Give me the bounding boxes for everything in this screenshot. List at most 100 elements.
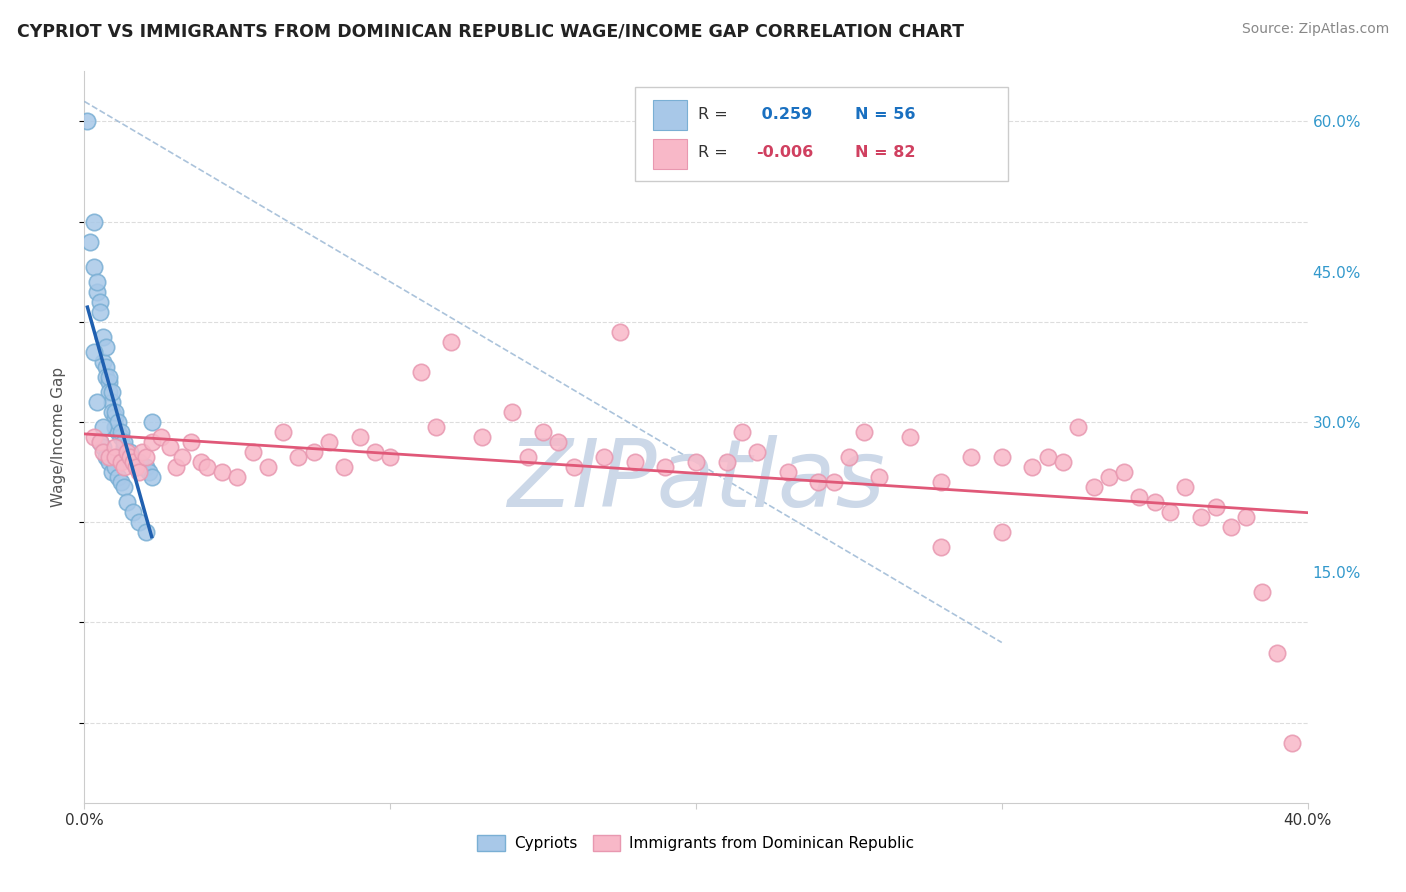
Point — [138, 465, 160, 479]
Point — [776, 465, 799, 479]
Point — [165, 460, 187, 475]
Point — [869, 470, 891, 484]
Point — [271, 425, 294, 439]
FancyBboxPatch shape — [654, 100, 688, 130]
Point — [1036, 450, 1059, 464]
Point — [1236, 510, 1258, 524]
Point — [257, 460, 280, 475]
Point — [991, 450, 1014, 464]
Point — [1189, 510, 1212, 524]
Point — [101, 465, 124, 479]
Point — [104, 460, 127, 475]
Point — [104, 410, 127, 425]
Point — [110, 425, 132, 439]
Point — [91, 445, 114, 459]
Point — [242, 445, 264, 459]
Point — [1205, 500, 1227, 515]
Point — [1265, 646, 1288, 660]
Point — [1281, 736, 1303, 750]
Point — [1114, 465, 1136, 479]
Point — [107, 425, 129, 439]
Point — [333, 460, 356, 475]
Point — [898, 430, 921, 444]
Point — [97, 455, 120, 469]
Point — [1128, 490, 1150, 504]
Point — [122, 505, 145, 519]
Point — [1067, 420, 1090, 434]
Y-axis label: Wage/Income Gap: Wage/Income Gap — [51, 367, 66, 508]
Point — [110, 455, 132, 469]
Point — [91, 355, 114, 369]
Point — [104, 420, 127, 434]
Point — [141, 435, 163, 450]
Point — [991, 525, 1014, 540]
Point — [120, 450, 142, 464]
Point — [853, 425, 876, 439]
Point — [135, 450, 157, 464]
Point — [94, 359, 117, 374]
Text: R =: R = — [699, 107, 734, 122]
Point — [97, 375, 120, 389]
Point — [364, 445, 387, 459]
Text: N = 56: N = 56 — [855, 107, 915, 122]
Point — [838, 450, 860, 464]
Point — [94, 340, 117, 354]
Point — [211, 465, 233, 479]
Point — [141, 470, 163, 484]
Point — [112, 460, 135, 475]
Point — [302, 445, 325, 459]
Point — [531, 425, 554, 439]
Point — [97, 370, 120, 384]
Point — [135, 525, 157, 540]
Text: 0.259: 0.259 — [756, 107, 813, 122]
Point — [471, 430, 494, 444]
Point — [86, 395, 108, 409]
Point — [79, 235, 101, 249]
Point — [120, 445, 142, 459]
Point — [425, 420, 447, 434]
Text: R =: R = — [699, 145, 734, 161]
Point — [131, 445, 153, 459]
FancyBboxPatch shape — [636, 87, 1008, 181]
Point — [1220, 520, 1243, 534]
Point — [86, 275, 108, 289]
Text: ZIPatlas: ZIPatlas — [508, 435, 884, 526]
Point — [685, 455, 707, 469]
Text: Source: ZipAtlas.com: Source: ZipAtlas.com — [1241, 22, 1389, 37]
Point — [547, 435, 569, 450]
Point — [86, 285, 108, 299]
Point — [609, 325, 631, 339]
Point — [135, 460, 157, 475]
Point — [716, 455, 738, 469]
Point — [91, 420, 114, 434]
Point — [83, 430, 105, 444]
Point — [91, 440, 114, 454]
Point — [1098, 470, 1121, 484]
Point — [104, 440, 127, 454]
Point — [1250, 585, 1272, 599]
Point — [89, 435, 111, 450]
Point — [107, 415, 129, 429]
Point — [97, 384, 120, 399]
Point — [122, 455, 145, 469]
Point — [110, 475, 132, 490]
Point — [104, 405, 127, 419]
Point — [115, 495, 138, 509]
Point — [125, 460, 148, 475]
Point — [1159, 505, 1181, 519]
Point — [731, 425, 754, 439]
Point — [120, 450, 142, 464]
Point — [101, 405, 124, 419]
Point — [83, 260, 105, 274]
Point — [562, 460, 585, 475]
Point — [101, 395, 124, 409]
Point — [349, 430, 371, 444]
Point — [287, 450, 309, 464]
Point — [318, 435, 340, 450]
Point — [115, 450, 138, 464]
Point — [115, 445, 138, 459]
Point — [104, 450, 127, 464]
Point — [516, 450, 538, 464]
Point — [1052, 455, 1074, 469]
Legend: Cypriots, Immigrants from Dominican Republic: Cypriots, Immigrants from Dominican Repu… — [471, 830, 921, 857]
